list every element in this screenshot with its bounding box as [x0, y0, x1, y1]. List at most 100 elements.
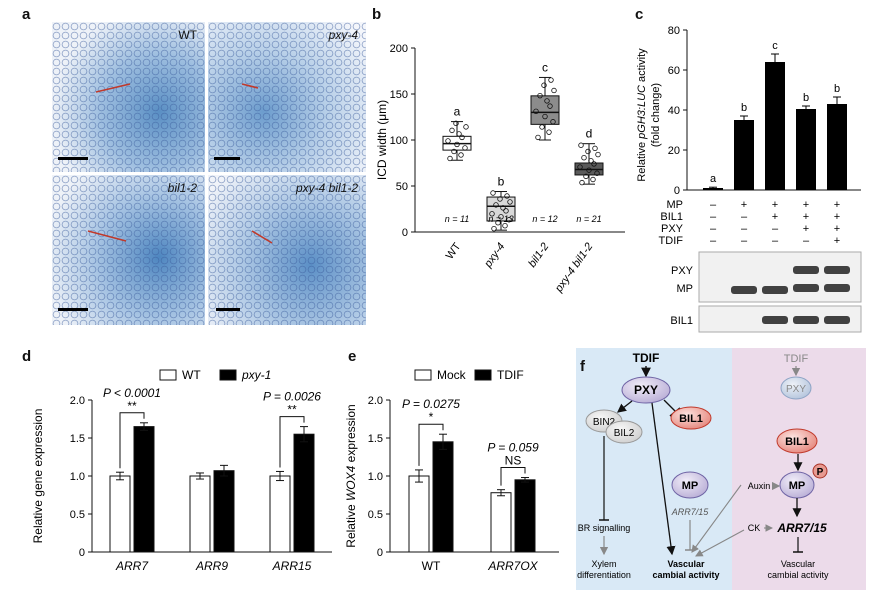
- data-point: [503, 208, 509, 214]
- bar: [734, 120, 754, 190]
- scale-bar: [214, 157, 240, 160]
- p-value-label: P < 0.0001: [103, 386, 161, 400]
- condition-sign: +: [803, 199, 809, 211]
- bar: [796, 109, 816, 190]
- legend-swatch: [474, 369, 492, 381]
- bar: [213, 470, 235, 553]
- blot-band: [824, 316, 850, 324]
- chart-b-boxplot: 0 50 100 150 200 ICD width (μm) a n = 11 WT b n = …: [375, 43, 625, 295]
- panel-d-label: d: [22, 348, 32, 365]
- left-bil2-node: [605, 420, 643, 444]
- blot-band: [762, 286, 788, 294]
- y-tick-label: 1.0: [70, 471, 85, 483]
- blot-band: [762, 316, 788, 324]
- data-point: [459, 134, 465, 141]
- data-point: [493, 202, 499, 208]
- significance-letter: b: [498, 175, 505, 189]
- data-point: [502, 223, 508, 229]
- data-point: [588, 158, 594, 164]
- scale-bar: [58, 157, 88, 160]
- condition-sign: –: [772, 223, 779, 235]
- x-tick-label: WT: [444, 241, 464, 262]
- blot-band: [793, 316, 819, 324]
- panel-f-label: f: [580, 358, 585, 375]
- data-point: [579, 179, 585, 186]
- left-bil2: BIL2: [614, 428, 635, 439]
- blot-band: [793, 266, 819, 274]
- significance-mark: **: [127, 399, 137, 413]
- significance-mark: NS: [505, 454, 522, 468]
- micrograph-pxy-4-bil1-2-texture: [208, 175, 366, 325]
- condition-sign: +: [834, 223, 840, 235]
- x-tick-label: ARR7OX: [487, 559, 538, 573]
- y-axis-label: Relative gene expression: [31, 409, 45, 544]
- micrograph-label-pxy-4-bil1-2: pxy-4 bil1-2: [295, 181, 358, 195]
- y-tick-label: 1.5: [368, 433, 383, 445]
- y-tick-label: 0.5: [368, 509, 383, 521]
- y-tick-label: 0: [674, 185, 680, 197]
- left-mp-node: [671, 471, 709, 499]
- data-point: [539, 124, 545, 130]
- legend-swatch: [219, 369, 237, 381]
- x-tick-label: pxy-4: [482, 241, 508, 271]
- y-axis-label: Relative WOX4 expression: [345, 404, 358, 547]
- data-point: [548, 77, 554, 83]
- data-point: [498, 214, 504, 220]
- y-tick-label: 1.0: [368, 471, 383, 483]
- data-point: [585, 148, 591, 155]
- right-arr: ARR7/15: [776, 521, 827, 535]
- inhibit-line: [663, 399, 677, 413]
- n-label: n = 13: [488, 214, 513, 224]
- x-tick-label: ARR15: [272, 559, 312, 573]
- data-point: [454, 141, 460, 148]
- n-label: n = 12: [532, 214, 557, 224]
- data-point: [592, 145, 598, 152]
- right-pxy-node: [780, 376, 812, 400]
- micrograph-label-pxy-4: pxy-4: [328, 28, 358, 42]
- blot-band: [824, 266, 850, 274]
- bar: [827, 104, 847, 190]
- data-point: [544, 98, 550, 104]
- condition-sign: –: [803, 235, 810, 247]
- y-tick-label: 200: [390, 43, 408, 55]
- data-point: [533, 108, 539, 115]
- y-axis-label-2: (fold change): [650, 83, 662, 147]
- condition-sign: –: [710, 211, 717, 223]
- right-tdif: TDIF: [784, 353, 809, 365]
- p-value-label: P = 0.059: [487, 441, 539, 455]
- micrograph-bil1-2-texture: [52, 175, 205, 325]
- data-point: [547, 103, 553, 109]
- bar: [408, 475, 430, 553]
- data-point: [490, 190, 496, 196]
- data-point: [451, 148, 457, 155]
- y-tick-label: 0: [377, 547, 383, 559]
- condition-sign: +: [772, 199, 778, 211]
- bar: [514, 479, 536, 553]
- data-point: [504, 193, 510, 199]
- blot-label: PXY: [671, 265, 694, 277]
- bar: [490, 492, 512, 553]
- panel-e-label: e: [348, 348, 357, 365]
- data-point: [495, 220, 501, 226]
- significance-bracket: [418, 423, 444, 466]
- data-point: [506, 217, 512, 223]
- scale-bar: [58, 308, 88, 311]
- x-tick-label: ARR7: [115, 559, 149, 573]
- significance-letter: c: [542, 60, 548, 74]
- micrograph-pxy-4-texture: [208, 22, 366, 172]
- data-point: [583, 173, 589, 180]
- condition-sign: +: [834, 211, 840, 223]
- condition-sign: –: [741, 235, 748, 247]
- left-arr-label: ARR7/15: [671, 507, 710, 517]
- bar: [189, 475, 211, 553]
- y-axis-label-part: activity: [636, 48, 648, 85]
- y-axis-label-part: expression: [345, 404, 358, 465]
- micrograph-wt-texture: [52, 22, 205, 172]
- significance-letter: a: [710, 173, 717, 185]
- y-tick-label: 2.0: [70, 395, 85, 407]
- condition-sign: –: [710, 199, 717, 211]
- significance-letter: d: [586, 127, 593, 141]
- panel-b-label: b: [372, 6, 382, 23]
- data-point: [581, 154, 587, 161]
